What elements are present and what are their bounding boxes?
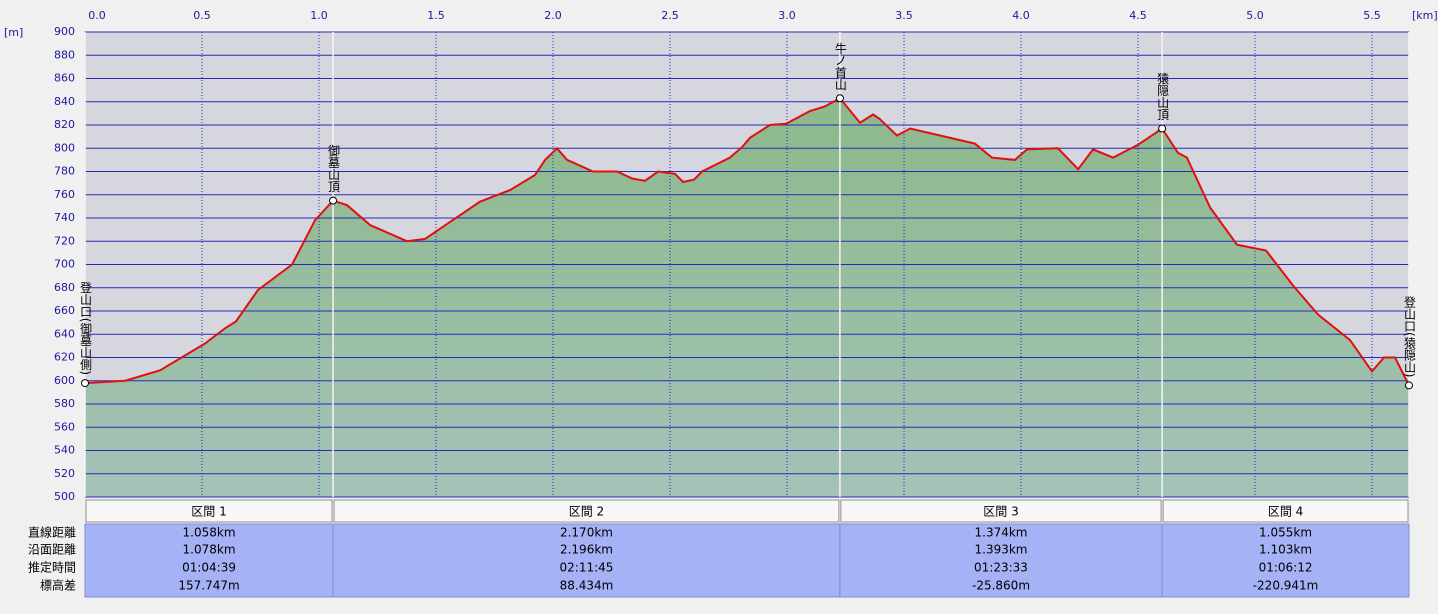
y-tick-label: 600 <box>54 374 75 387</box>
waypoint-label: 猿隠山頂 <box>1156 71 1170 121</box>
y-tick-label: 880 <box>54 48 75 61</box>
y-tick-label: 700 <box>54 258 75 271</box>
table-cell: 01:04:39 <box>182 561 236 575</box>
row-label: 推定時間 <box>28 560 76 575</box>
y-tick-label: 680 <box>54 281 75 294</box>
y-tick-label: 760 <box>54 188 75 201</box>
table-cell: 01:06:12 <box>1259 561 1313 575</box>
row-label: 沿面距離 <box>28 543 76 557</box>
table-cell: 1.078km <box>183 543 236 557</box>
y-tick-label: 640 <box>54 327 75 340</box>
y-unit: [m] <box>4 26 23 39</box>
y-tick-label: 740 <box>54 211 75 224</box>
waypoint-label: 御墓山頂 <box>327 143 341 193</box>
x-tick-label: 3.5 <box>895 9 913 22</box>
y-tick-label: 520 <box>54 467 75 480</box>
table-cell: 1.103km <box>1259 543 1312 557</box>
column-header-cell <box>840 499 1162 523</box>
table-cell: -220.941m <box>1253 579 1319 593</box>
column-body <box>84 523 334 598</box>
row-label: 直線距離 <box>28 525 76 540</box>
table-cell: 02:11:45 <box>560 561 614 575</box>
table-cell: 1.393km <box>975 543 1028 557</box>
x-unit: [km] <box>1412 9 1438 22</box>
y-tick-label: 900 <box>54 25 75 38</box>
y-tick-label: 560 <box>54 420 75 433</box>
y-tick-label: 720 <box>54 234 75 247</box>
x-tick-label: 1.0 <box>310 9 328 22</box>
row-label: 標高差 <box>40 578 76 593</box>
waypoint-marker <box>81 379 89 388</box>
y-tick-label: 820 <box>54 118 75 131</box>
column-header-cell <box>1162 499 1409 523</box>
waypoint-label: 登山口(猿隠山) <box>1403 295 1417 378</box>
x-tick-label: 2.0 <box>544 9 562 22</box>
column-header-cell <box>333 499 840 523</box>
waypoint-label: 登山口(御墓山側) <box>79 280 93 375</box>
x-tick-label: 0.0 <box>88 9 106 22</box>
table-cell: 01:23:33 <box>974 561 1028 575</box>
y-tick-label: 620 <box>54 351 75 364</box>
table-cell: 1.058km <box>183 526 236 540</box>
y-tick-label: 800 <box>54 141 75 154</box>
waypoint-marker <box>329 196 338 205</box>
x-tick-label: 4.0 <box>1012 9 1030 22</box>
elevation-area <box>85 98 1409 498</box>
column-header: 区間 3 <box>983 505 1018 519</box>
y-tick-label: 540 <box>54 444 75 457</box>
y-tick-label: 580 <box>54 397 75 410</box>
y-tick-label: 660 <box>54 304 75 317</box>
column-header: 区間 4 <box>1268 505 1303 519</box>
x-tick-label: 1.5 <box>427 9 445 22</box>
table-cell: 2.170km <box>560 526 613 540</box>
y-tick-label: 860 <box>54 72 75 85</box>
x-tick-label: 2.5 <box>661 9 679 22</box>
x-tick-label: 5.0 <box>1246 9 1264 22</box>
table-cell: 88.434m <box>560 579 614 593</box>
column-body <box>332 523 841 598</box>
x-tick-label: 5.5 <box>1363 9 1381 22</box>
y-tick-label: 500 <box>54 490 75 503</box>
waypoint-marker <box>1405 381 1413 390</box>
waypoint-label: 牛ノ首山 <box>833 41 847 90</box>
table-cell: 157.747m <box>178 579 239 593</box>
table-cell: -25.860m <box>972 579 1030 593</box>
x-tick-label: 4.5 <box>1129 9 1147 22</box>
column-header: 区間 2 <box>569 505 604 519</box>
column-body <box>1161 523 1410 598</box>
column-header: 区間 1 <box>191 505 226 519</box>
x-tick-label: 0.5 <box>193 9 211 22</box>
column-body <box>839 523 1163 598</box>
table-cell: 1.055km <box>1259 526 1312 540</box>
column-header-cell <box>85 499 333 523</box>
table-cell: 2.196km <box>560 543 613 557</box>
waypoint-marker <box>1158 124 1167 133</box>
y-tick-label: 840 <box>54 95 75 108</box>
table-cell: 1.374km <box>975 526 1028 540</box>
elevation-line <box>84 97 1410 386</box>
x-tick-label: 3.0 <box>778 9 796 22</box>
waypoint-marker <box>835 94 844 103</box>
y-tick-label: 780 <box>54 165 75 178</box>
